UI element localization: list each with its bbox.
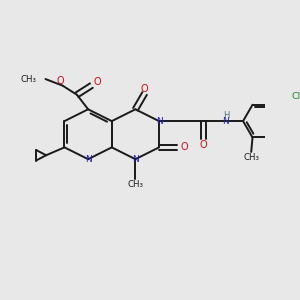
Text: N: N	[223, 117, 230, 126]
Text: O: O	[141, 84, 148, 94]
Text: CH₃: CH₃	[128, 180, 143, 189]
Text: H: H	[223, 111, 229, 120]
Text: CH₃: CH₃	[20, 74, 36, 83]
Text: O: O	[93, 77, 101, 87]
Text: Cl: Cl	[292, 92, 300, 101]
Text: N: N	[156, 117, 162, 126]
Text: N: N	[85, 155, 92, 164]
Text: O: O	[180, 142, 188, 152]
Text: O: O	[200, 140, 208, 150]
Text: CH₃: CH₃	[243, 153, 259, 162]
Text: O: O	[56, 76, 64, 86]
Text: N: N	[132, 155, 139, 164]
